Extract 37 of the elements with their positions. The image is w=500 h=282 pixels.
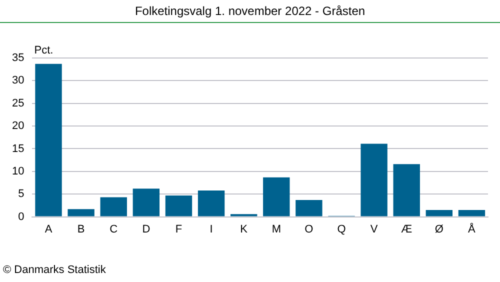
x-tick-label: Æ	[401, 223, 412, 236]
y-tick-label: 20	[12, 120, 24, 132]
bar	[458, 210, 486, 216]
chart-title: Folketingsvalg 1. november 2022 - Gråsten	[134, 4, 366, 18]
x-tick-label: B	[77, 223, 85, 236]
x-tick-label: F	[175, 223, 182, 236]
bar	[100, 197, 127, 216]
y-axis-title: Pct.	[34, 44, 54, 57]
y-tick-label: 30	[12, 74, 24, 87]
bar	[360, 144, 388, 216]
y-tick-label: 25	[12, 97, 24, 110]
x-tick-label: D	[142, 223, 150, 236]
bar	[198, 190, 225, 216]
bar	[426, 210, 453, 216]
bar	[393, 164, 420, 216]
x-tick-label: C	[110, 223, 118, 236]
bar	[68, 209, 94, 216]
x-tick-label: M	[272, 223, 281, 236]
bar	[132, 188, 160, 216]
x-tick-label: Ø	[434, 223, 444, 236]
text: © Danmarks Statistik	[3, 264, 106, 276]
bar	[35, 64, 62, 216]
y-tick-label: 15	[12, 142, 24, 155]
x-tick-label: V	[370, 223, 378, 236]
x-tick-label: Q	[337, 223, 346, 236]
y-tick-label: 35	[12, 52, 24, 64]
y-tick-label: 0	[18, 210, 24, 223]
x-tick-label: K	[240, 223, 248, 236]
bar	[296, 200, 322, 216]
bar	[263, 177, 290, 216]
x-tick-label: Å	[468, 222, 476, 236]
y-tick-label: 5	[18, 188, 24, 200]
x-tick-label: I	[210, 223, 213, 236]
x-tick-label: O	[304, 223, 314, 236]
x-tick-label: A	[44, 223, 53, 236]
y-tick-label: 10	[12, 165, 24, 178]
bar	[165, 195, 192, 216]
